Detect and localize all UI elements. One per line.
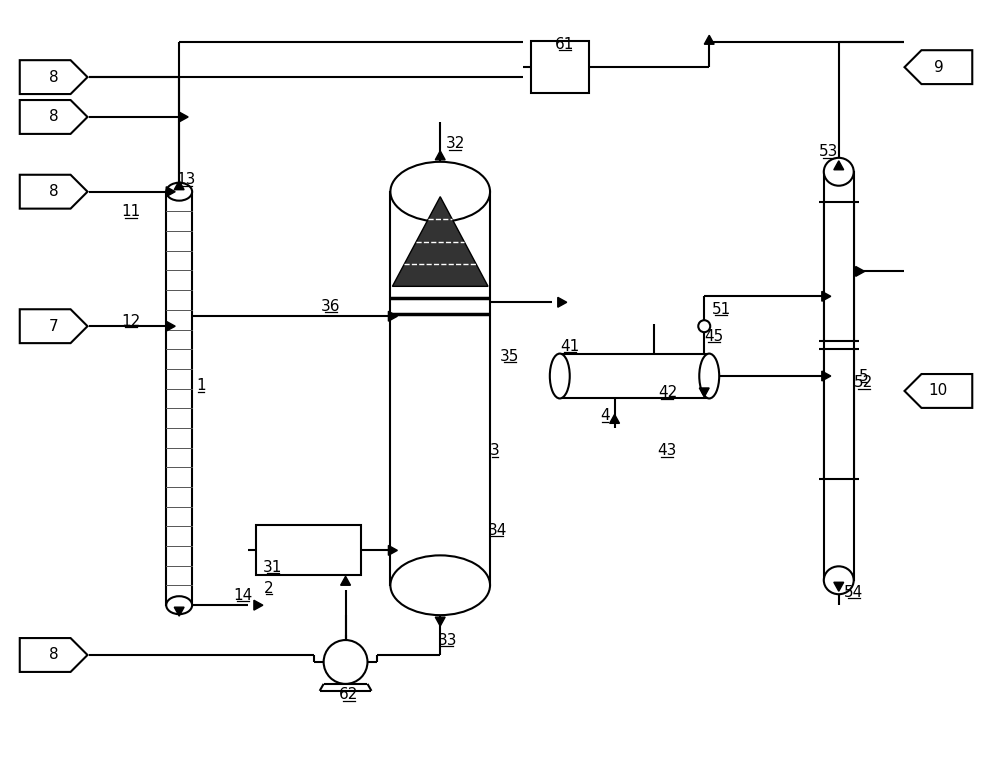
Polygon shape bbox=[435, 617, 445, 626]
Polygon shape bbox=[20, 175, 88, 209]
Bar bbox=[390, 192, 490, 585]
Polygon shape bbox=[704, 35, 714, 44]
Text: 45: 45 bbox=[705, 329, 724, 344]
Bar bbox=[256, 525, 361, 575]
Polygon shape bbox=[166, 186, 175, 196]
Text: 7: 7 bbox=[49, 319, 58, 334]
Bar bbox=[824, 349, 854, 479]
Polygon shape bbox=[822, 291, 831, 301]
Polygon shape bbox=[388, 311, 397, 321]
Ellipse shape bbox=[390, 556, 490, 615]
Bar bbox=[531, 41, 589, 93]
Text: 11: 11 bbox=[122, 204, 141, 219]
Text: 35: 35 bbox=[500, 349, 520, 364]
Polygon shape bbox=[174, 180, 184, 189]
Text: 61: 61 bbox=[555, 37, 574, 52]
Text: 33: 33 bbox=[437, 632, 457, 648]
Circle shape bbox=[698, 320, 710, 333]
Polygon shape bbox=[20, 60, 88, 94]
Ellipse shape bbox=[824, 158, 854, 186]
Text: 2: 2 bbox=[264, 581, 274, 596]
Ellipse shape bbox=[166, 596, 192, 614]
Text: 41: 41 bbox=[560, 339, 579, 354]
Polygon shape bbox=[254, 600, 263, 610]
Polygon shape bbox=[20, 309, 88, 343]
Text: 43: 43 bbox=[658, 443, 677, 458]
Polygon shape bbox=[822, 371, 831, 381]
Polygon shape bbox=[905, 50, 972, 84]
Ellipse shape bbox=[166, 183, 192, 201]
Polygon shape bbox=[341, 576, 350, 585]
Polygon shape bbox=[20, 638, 88, 672]
Polygon shape bbox=[905, 374, 972, 408]
Text: 54: 54 bbox=[844, 584, 863, 600]
Polygon shape bbox=[435, 151, 445, 160]
Text: 8: 8 bbox=[49, 184, 58, 199]
Text: 13: 13 bbox=[176, 172, 196, 187]
Bar bbox=[166, 192, 192, 605]
Text: 5: 5 bbox=[859, 368, 868, 384]
Text: 51: 51 bbox=[712, 302, 731, 317]
Polygon shape bbox=[174, 607, 184, 616]
Text: 3: 3 bbox=[490, 443, 500, 458]
Text: 8: 8 bbox=[49, 648, 58, 663]
Polygon shape bbox=[610, 415, 620, 423]
Polygon shape bbox=[388, 546, 397, 556]
Polygon shape bbox=[179, 112, 188, 122]
Polygon shape bbox=[20, 100, 88, 134]
Polygon shape bbox=[699, 388, 709, 397]
Text: 1: 1 bbox=[196, 378, 206, 393]
Text: 10: 10 bbox=[929, 384, 948, 399]
Polygon shape bbox=[834, 161, 844, 170]
Polygon shape bbox=[558, 298, 567, 307]
Text: 36: 36 bbox=[321, 299, 340, 314]
Ellipse shape bbox=[824, 566, 854, 594]
Ellipse shape bbox=[699, 354, 719, 399]
Text: 32: 32 bbox=[445, 136, 465, 151]
Text: 62: 62 bbox=[339, 687, 358, 702]
Text: 14: 14 bbox=[233, 587, 253, 603]
Text: 9: 9 bbox=[934, 59, 943, 75]
Polygon shape bbox=[834, 582, 844, 591]
Circle shape bbox=[324, 640, 367, 684]
Ellipse shape bbox=[390, 162, 490, 221]
Text: 42: 42 bbox=[658, 386, 677, 400]
Text: 12: 12 bbox=[122, 314, 141, 329]
Polygon shape bbox=[166, 321, 175, 331]
Text: 8: 8 bbox=[49, 69, 58, 84]
Bar bbox=[824, 202, 854, 341]
Text: 34: 34 bbox=[487, 523, 507, 538]
Bar bbox=[560, 354, 709, 399]
Ellipse shape bbox=[550, 354, 570, 399]
Polygon shape bbox=[392, 196, 488, 286]
Text: 31: 31 bbox=[263, 560, 283, 575]
Text: 53: 53 bbox=[819, 145, 838, 159]
Text: 4: 4 bbox=[600, 409, 609, 423]
Polygon shape bbox=[856, 266, 865, 276]
Text: 52: 52 bbox=[854, 375, 873, 390]
Text: 8: 8 bbox=[49, 110, 58, 125]
Bar bbox=[824, 172, 854, 581]
